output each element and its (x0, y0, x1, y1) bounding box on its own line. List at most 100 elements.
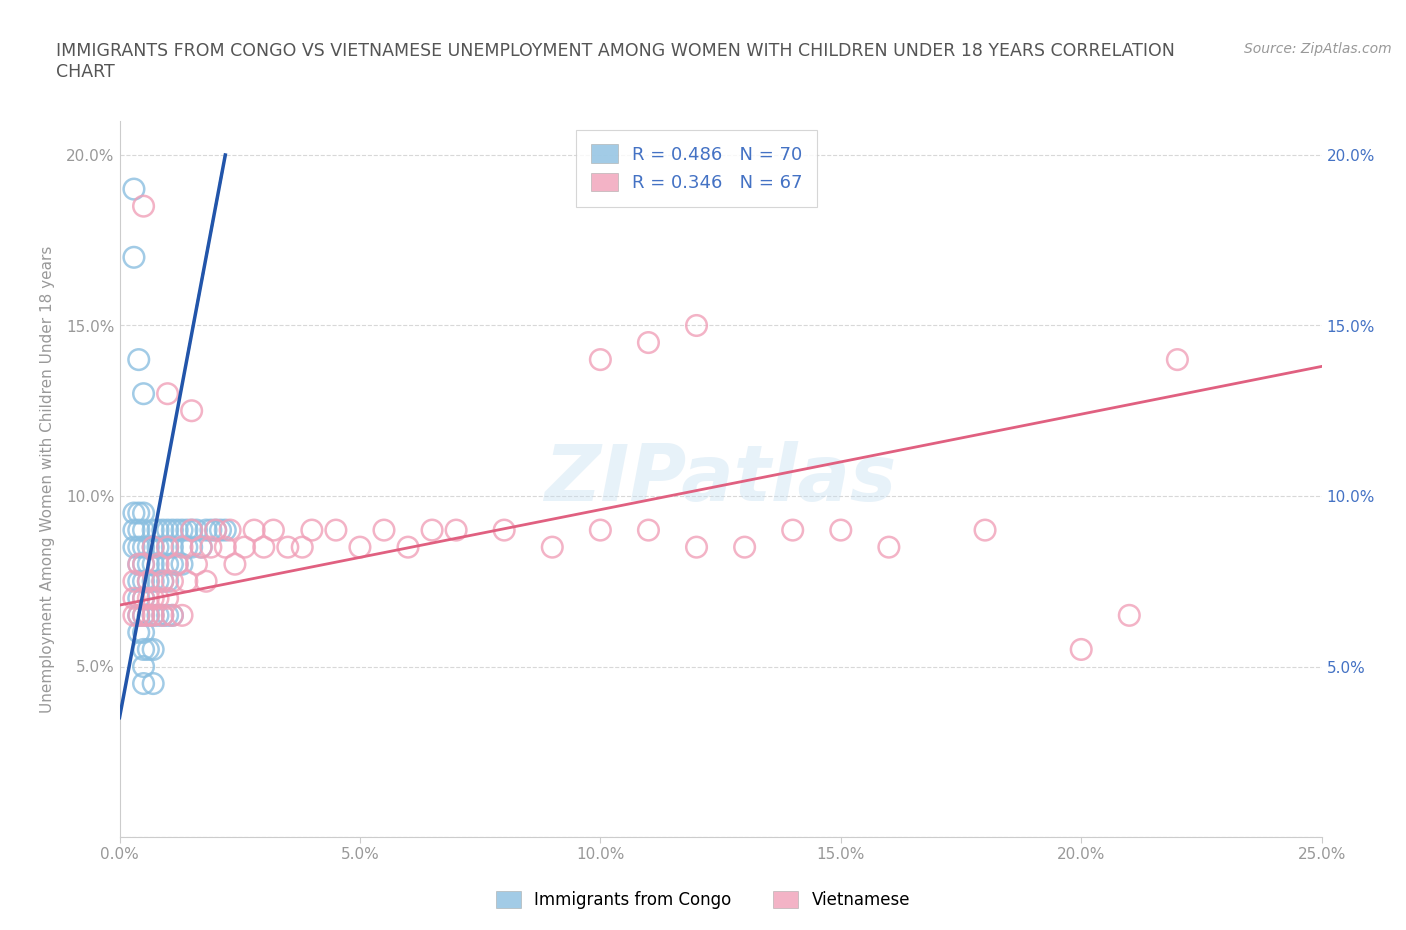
Point (132, 199, 155, 214)
Point (132, 557, 155, 572)
Point (128, 625, 150, 640)
Point (122, 608, 145, 623)
Point (122, 181, 145, 196)
Point (152, 574, 174, 589)
Point (180, 404, 202, 418)
Point (146, 557, 169, 572)
Point (156, 539, 179, 554)
Text: Source: ZipAtlas.com: Source: ZipAtlas.com (1244, 42, 1392, 56)
Point (180, 523, 202, 538)
Point (122, 506, 145, 521)
Point (186, 523, 208, 538)
Point (200, 539, 222, 554)
Point (974, 523, 997, 538)
Text: CHART: CHART (56, 63, 115, 81)
Point (291, 539, 314, 554)
Point (132, 591, 155, 605)
Point (128, 591, 150, 605)
Point (128, 557, 150, 572)
Point (162, 523, 184, 538)
Point (180, 523, 202, 538)
Text: ZIPatlas: ZIPatlas (544, 441, 897, 517)
Point (142, 557, 165, 572)
Point (152, 539, 174, 554)
Point (170, 557, 193, 572)
Point (176, 523, 198, 538)
Point (373, 523, 395, 538)
Point (122, 591, 145, 605)
Point (128, 608, 150, 623)
Point (156, 574, 179, 589)
Point (128, 506, 150, 521)
Point (162, 557, 184, 572)
Point (128, 574, 150, 589)
Point (162, 608, 184, 623)
Point (209, 523, 232, 538)
Point (156, 523, 179, 538)
Y-axis label: Unemployment Among Women with Children Under 18 years: Unemployment Among Women with Children U… (41, 246, 55, 712)
Point (132, 523, 155, 538)
Point (138, 642, 160, 657)
Point (420, 523, 443, 538)
Point (170, 523, 193, 538)
Point (186, 557, 208, 572)
Point (637, 335, 659, 350)
Point (128, 557, 150, 572)
Legend: R = 0.486   N = 70, R = 0.346   N = 67: R = 0.486 N = 70, R = 0.346 N = 67 (576, 130, 817, 206)
Point (162, 608, 184, 623)
Point (170, 539, 193, 554)
Point (128, 523, 150, 538)
Point (156, 386, 179, 401)
Point (156, 539, 179, 554)
Point (166, 557, 188, 572)
Point (132, 386, 155, 401)
Point (195, 574, 218, 589)
Point (132, 676, 155, 691)
Point (190, 539, 212, 554)
Point (146, 523, 169, 538)
Point (877, 539, 900, 554)
Point (277, 539, 299, 554)
Point (190, 539, 212, 554)
Point (146, 539, 169, 554)
Point (444, 523, 467, 538)
Point (128, 352, 150, 367)
Point (180, 539, 202, 554)
Point (146, 591, 169, 605)
Text: IMMIGRANTS FROM CONGO VS VIETNAMESE UNEMPLOYMENT AMONG WOMEN WITH CHILDREN UNDER: IMMIGRANTS FROM CONGO VS VIETNAMESE UNEM… (56, 42, 1175, 60)
Point (128, 539, 150, 554)
Point (146, 608, 169, 623)
Point (132, 608, 155, 623)
Point (132, 591, 155, 605)
Point (589, 523, 612, 538)
Point (132, 642, 155, 657)
Point (200, 523, 222, 538)
Point (1118, 608, 1140, 623)
Point (204, 523, 226, 538)
Point (142, 523, 165, 538)
Point (349, 539, 371, 554)
Point (138, 574, 160, 589)
Point (132, 574, 155, 589)
Point (224, 557, 246, 572)
Point (204, 523, 226, 538)
Point (142, 591, 165, 605)
Point (1166, 352, 1188, 367)
Point (541, 539, 564, 554)
Point (782, 523, 804, 538)
Point (176, 539, 198, 554)
Point (243, 523, 266, 538)
Point (146, 574, 169, 589)
Point (162, 574, 184, 589)
Point (195, 523, 218, 538)
Point (589, 352, 612, 367)
Point (219, 523, 242, 538)
Point (166, 557, 188, 572)
Point (325, 523, 347, 538)
Point (132, 608, 155, 623)
Point (132, 539, 155, 554)
Point (156, 608, 179, 623)
Point (138, 608, 160, 623)
Point (142, 608, 165, 623)
Point (301, 523, 323, 538)
